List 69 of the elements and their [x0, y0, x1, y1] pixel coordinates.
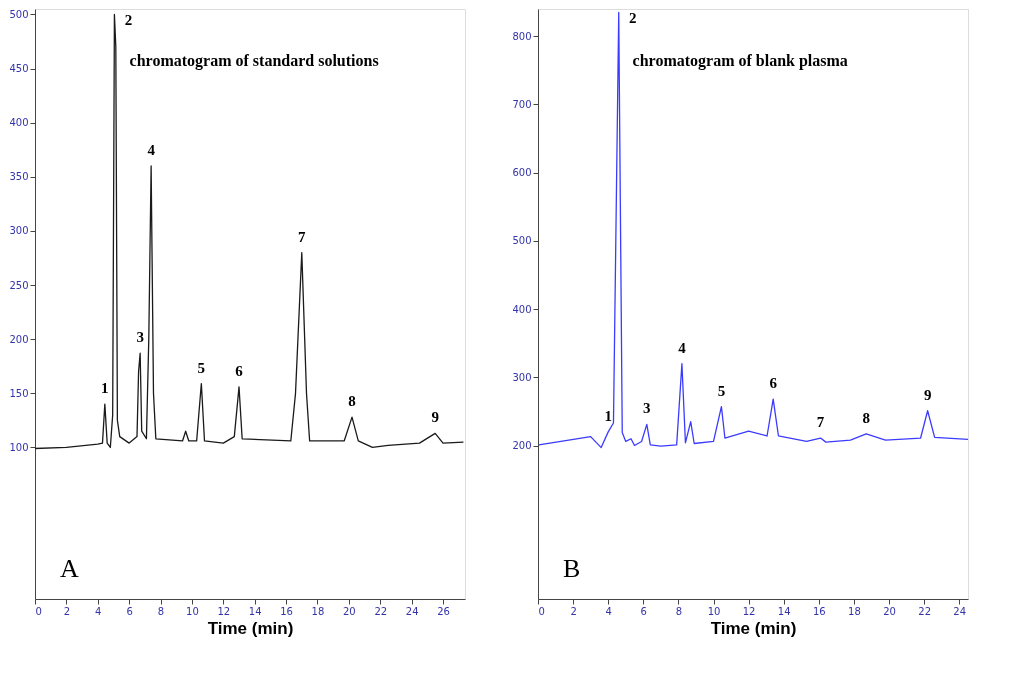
annotation: A: [60, 554, 79, 583]
annotation: 1: [604, 407, 612, 424]
y-tick-label: 450: [9, 63, 29, 75]
x-tick-label: 10: [707, 605, 721, 617]
y-tick-label: 600: [512, 167, 532, 179]
y-tick-label: 700: [512, 98, 532, 110]
annotation: 7: [298, 228, 307, 245]
y-tick-label: 400: [9, 117, 29, 129]
annotation: 6: [235, 362, 244, 379]
x-tick-label: 12: [742, 605, 756, 617]
annotation: 9: [431, 409, 439, 426]
x-tick-label: 2: [63, 605, 71, 617]
y-tick-label: 500: [9, 8, 29, 20]
x-tick-label: 14: [248, 605, 262, 617]
x-axis-title: Time (min): [710, 618, 797, 638]
y-tick-label: 350: [9, 171, 29, 183]
x-tick-label: 4: [95, 605, 102, 617]
x-tick-label: 22: [918, 605, 931, 617]
y-tick-label: 300: [512, 371, 532, 383]
x-tick-label: 24: [405, 605, 419, 617]
annotation: 2: [628, 10, 637, 27]
annotation: 1: [101, 380, 109, 397]
annotation: 4: [147, 141, 156, 158]
y-tick-label: 250: [9, 279, 29, 291]
y-tick-label: 400: [512, 303, 532, 315]
line-series: [538, 11, 969, 449]
line-series: [34, 13, 465, 450]
x-tick-label: 22: [374, 605, 388, 617]
x-tick-label: 8: [675, 605, 683, 617]
x-tick-label: 18: [848, 605, 861, 617]
annotation: 8: [862, 409, 870, 426]
x-tick-label: 20: [343, 605, 356, 617]
annotation: 5: [717, 382, 726, 399]
annotation: 7: [816, 414, 825, 431]
text: chromatogram of standard solutions: [129, 52, 379, 70]
y-tick-label: 800: [512, 30, 532, 42]
annotation: 9: [923, 386, 932, 403]
annotation: B: [563, 554, 581, 583]
x-tick-label: 24: [953, 605, 967, 617]
annotation: 6: [769, 375, 778, 392]
y-tick-label: 200: [512, 440, 532, 452]
y-tick-label: 200: [9, 333, 29, 345]
y-tick-label: 500: [512, 235, 532, 247]
x-tick-label: 6: [126, 605, 133, 617]
x-tick-label: 16: [280, 605, 293, 617]
x-tick-label: 12: [217, 605, 231, 617]
annotation: 3: [643, 400, 651, 417]
x-tick-label: 10: [186, 605, 199, 617]
y-tick-label: 300: [9, 225, 29, 237]
x-tick-label: 20: [883, 605, 896, 617]
annotation: 8: [348, 393, 356, 410]
x-axis-title: Time (min): [207, 618, 294, 638]
y-tick-label: 100: [9, 441, 29, 453]
x-tick-label: 6: [640, 605, 647, 617]
x-tick-label: 26: [437, 605, 450, 617]
x-tick-label: 16: [812, 605, 826, 617]
x-tick-label: 8: [157, 605, 165, 617]
annotation: 5: [197, 359, 206, 376]
x-tick-label: 0: [35, 605, 42, 617]
x-tick-label: 14: [777, 605, 791, 617]
y-tick-label: 150: [9, 387, 29, 399]
annotation: 3: [136, 329, 144, 346]
x-tick-label: 18: [311, 605, 325, 617]
x-tick-label: 2: [570, 605, 577, 617]
x-tick-label: 0: [538, 605, 545, 617]
text: chromatogram of blank plasma: [632, 52, 848, 70]
annotation: 2: [124, 12, 133, 29]
annotation: 4: [678, 339, 687, 356]
x-tick-label: 4: [605, 605, 612, 617]
